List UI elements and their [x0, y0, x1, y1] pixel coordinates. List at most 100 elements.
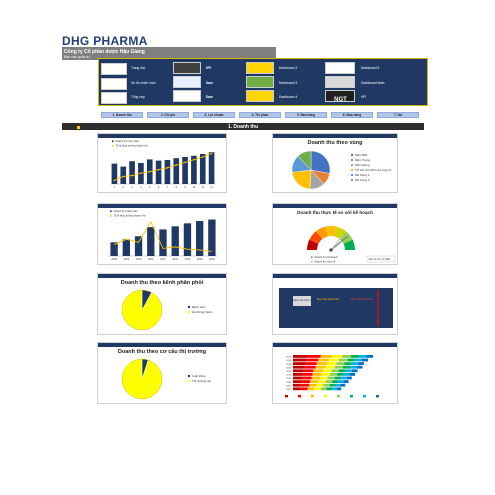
monthly-revenue-card: 1 2 3 4 5 6 7 8 9 10 11 12 Doanh thu thực hiện Tỷ lệ …	[97, 133, 227, 193]
plan-vs-actual-card: Doanh thu thực tế so với kế hoạch Doanh …	[272, 203, 398, 265]
nav-dashboard-3[interactable]: Dashboard 3	[279, 81, 298, 85]
c8-bar-9-5	[326, 387, 333, 391]
annual-revenue-card: 2008 2009 2010 2011 2012 2013 2014 2015 2016 Doan…	[97, 203, 227, 265]
c3-bar-4	[159, 229, 167, 256]
c1-bar-8	[182, 157, 188, 184]
c8-bar-4-6	[345, 369, 352, 373]
ngt-logo-thumbnail[interactable]: NGT	[325, 90, 355, 103]
c5-outline	[121, 289, 163, 331]
c8-bar-1-3	[328, 358, 339, 362]
dashboard-thumbnail[interactable]	[325, 62, 355, 74]
c4-gauge-segment-1	[309, 231, 323, 244]
c1-x-tick-4: 5	[149, 186, 151, 189]
c2-legend-label-2: Miền Đông	[355, 163, 370, 167]
tab-loi-nhuan[interactable]: 3. Lợi nhuận	[193, 112, 235, 118]
c2-legend-swatch-1	[351, 159, 353, 161]
tab-chi-phi[interactable]: 2. Chi phí	[147, 112, 189, 118]
c3-x-tick-3: 2011	[148, 257, 154, 261]
card-header	[98, 134, 226, 138]
dashboard-thumbnail-2[interactable]	[325, 76, 355, 88]
tab-mua-hang[interactable]: 6. Mua hàng	[331, 112, 373, 118]
c3-bar-7	[196, 221, 204, 256]
c4-needle-hub	[329, 248, 333, 252]
dashboard-nav-panel: Trang chủ Sơ đồ chiến lược Tổng hợp KPI …	[98, 58, 428, 106]
product-group-card: 2016 2015 2014 2013 2012 2011 2010 2009 2008 2007	[272, 342, 398, 404]
c1-bar-5	[155, 160, 162, 184]
c6-target-label-2: Mục tiêu doanh thu	[351, 297, 374, 301]
nav-summary[interactable]: Tổng hợp	[131, 95, 145, 99]
c8-bar-7-4	[325, 380, 333, 383]
c8-bar-6-3	[319, 376, 328, 380]
nav-dashboard-5[interactable]: Dashboard 5	[361, 66, 380, 70]
tab-no[interactable]: 7. Nợ	[377, 112, 419, 118]
c8-legend-swatch-5	[350, 395, 353, 398]
tab-ban-hang[interactable]: 5. Bán hàng	[285, 112, 327, 118]
c8-bar-5-7	[349, 373, 356, 376]
c8-bar-1-2	[318, 358, 329, 362]
c8-legend-swatch-2	[311, 395, 314, 398]
annual-revenue-chart: 2008 2009 2010 2011 2012 2013 2014 2015 2016 Doan…	[108, 209, 218, 261]
c8-y-tick-7: 2009	[286, 382, 292, 384]
c8-y-tick-4: 2012	[286, 371, 292, 373]
strategy-thumbnail[interactable]	[101, 78, 127, 90]
c8-bar-4-2	[313, 369, 324, 373]
c8-bar-9-6	[332, 387, 338, 391]
c1-bar-0	[111, 163, 118, 184]
c8-bar-1-7	[361, 358, 369, 362]
c8-bar-6-4	[327, 376, 335, 380]
c8-bar-9-4	[320, 387, 327, 391]
yellow-thumbnail-2[interactable]	[246, 90, 274, 102]
chart-thumbnail[interactable]	[173, 76, 201, 88]
c4-legend-swatch-0	[311, 256, 313, 258]
c1-x-tick-6: 7	[167, 186, 169, 189]
nav-tag-dam-2: Dạm	[206, 95, 213, 99]
c8-bar-3-5	[342, 365, 351, 369]
c8-bar-6-7	[346, 376, 352, 380]
c8-y-tick-8: 2008	[286, 385, 292, 387]
nav-dashboard-main[interactable]: Dashboard Main	[361, 81, 385, 85]
c8-y-tick-6: 2010	[286, 378, 292, 380]
c6-actual-label: Doanh thu thực tế	[292, 298, 313, 302]
c4-unit-box	[366, 255, 396, 263]
c4-gauge-segment-2	[316, 226, 328, 240]
kpi-image-thumbnail[interactable]	[173, 62, 201, 74]
regional-revenue-card: Doanh thu theo vùng Miền Bắc Miền Trung Mi…	[272, 133, 398, 193]
c1-growth-point-1	[122, 175, 125, 178]
tab-doanh-thu[interactable]: 1. Doanh thu	[101, 112, 143, 118]
c8-bar-1-5	[347, 358, 356, 362]
c1-x-tick-10: 11	[202, 186, 205, 189]
c1-growth-point-5	[157, 168, 160, 171]
c8-bar-4-4	[331, 369, 339, 373]
nav-dashboard-4[interactable]: Dashboard 4	[279, 95, 298, 99]
table-thumbnail[interactable]	[173, 90, 201, 102]
summary-thumbnail[interactable]	[101, 92, 127, 104]
c6-panel	[279, 288, 393, 328]
c7-legend-label-0: Xuất khẩu	[192, 374, 206, 378]
c1-growth-point-0	[113, 179, 116, 182]
c3-bar-0	[110, 242, 118, 256]
c3-bar-3	[147, 227, 155, 256]
target-card: Doanh thu thực tế Mục tiêu doanh thu Mục t…	[272, 273, 398, 335]
green-thumbnail[interactable]	[246, 76, 274, 88]
tab-thi-phan[interactable]: 4. Thị phần	[239, 112, 281, 118]
nav-strategy-map[interactable]: Sơ đồ chiến lược	[131, 81, 156, 85]
company-subtitle: Báo cáo quản trị	[64, 55, 90, 59]
card-header	[273, 274, 397, 278]
nav-home[interactable]: Trang chủ	[131, 66, 146, 70]
c3-x-tick-0: 2008	[111, 257, 117, 261]
yellow-thumbnail[interactable]	[246, 62, 274, 74]
c1-legend-label-0: Doanh thu thực hiện	[116, 139, 140, 143]
c1-growth-point-11	[210, 152, 213, 155]
home-thumbnail[interactable]	[101, 63, 127, 75]
c8-bar-3-2	[315, 365, 326, 369]
c8-y-tick-5: 2011	[286, 375, 291, 377]
c1-growth-point-9	[193, 158, 195, 161]
nav-kpi[interactable]: KPI	[361, 95, 367, 99]
company-name: Công ty Cổ phần dược Hậu Giang	[64, 49, 145, 55]
c5-legend-swatch-0	[188, 306, 190, 308]
market-structure-title: Doanh thu theo cơ cấu thị trường	[117, 349, 207, 355]
c8-bar-4-0	[293, 369, 304, 373]
c8-bar-0-7	[366, 355, 374, 358]
nav-dashboard-1[interactable]: Dashboard 2	[279, 66, 298, 70]
c8-bar-8-5	[329, 383, 336, 387]
